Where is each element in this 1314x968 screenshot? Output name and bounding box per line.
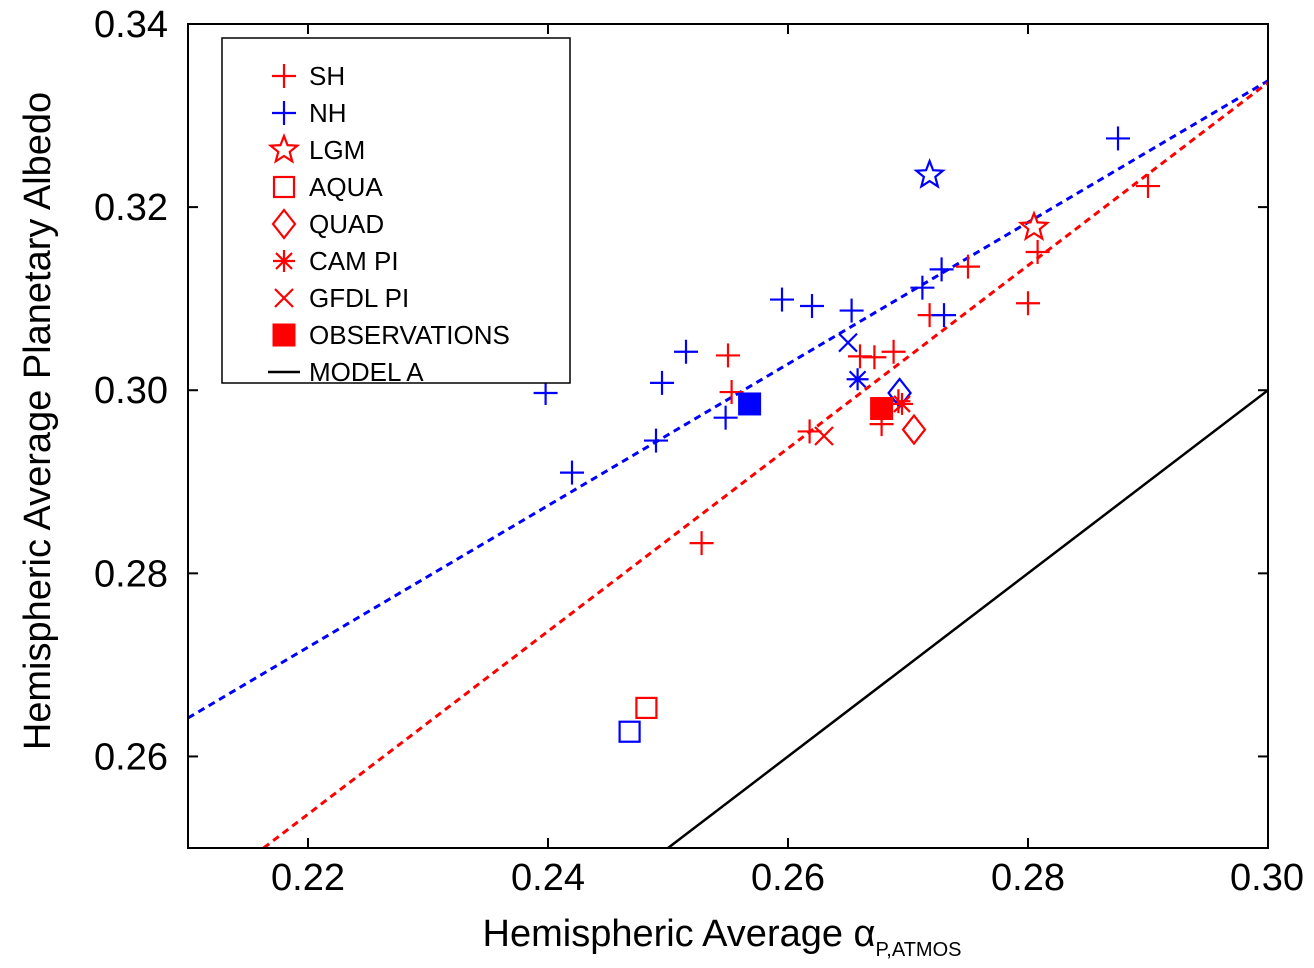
nh-point-5 [713,405,738,430]
aqua-point-1 [618,720,641,743]
x-tick-label: 0.24 [511,857,585,899]
x-tick-label: 0.22 [271,857,345,899]
y-tick-label: 0.28 [94,553,168,595]
observations-point-0 [870,397,894,421]
cam-pi-point-0 [891,392,913,415]
x-axis-label: Hemispheric Average αP,ATMOS [483,913,962,961]
legend-label-observations: OBSERVATIONS [309,320,510,350]
model-a-line [667,389,1268,848]
legend-marker-gfdl-pi [274,288,294,308]
sh-point-3 [797,419,822,444]
sh-point-5 [862,345,887,370]
plot-frame [187,23,1269,849]
nh-point-4 [674,339,698,364]
axis-ticks: 0.22 0.24 0.26 0.28 0.30 0.26 0.28 0.30 0.32 0.34 [94,4,1304,899]
nh-point-2 [644,428,668,453]
legend-marker-cam-pi [273,250,295,272]
y-tick-label: 0.32 [94,187,168,229]
nh-point-11 [932,303,956,328]
legend-marker-nh [272,101,296,125]
legend-marker-aqua [272,175,296,199]
y-axis-label: Hemispheric Average Planetary Albedo [17,92,59,750]
nh-point-6 [770,287,794,312]
gfdl-pi-point-1 [838,332,858,353]
legend-marker-sh [272,64,296,88]
legend-marker-quad [271,208,297,240]
nh-point-3 [650,370,674,395]
fit-line-sh [262,81,1268,848]
legend-label-quad: QUAD [309,209,384,239]
sh-point-2 [689,531,714,556]
sh-point-12 [1025,239,1050,264]
fit-lines [188,79,1268,848]
cam-pi-point-1 [846,368,869,391]
legend-label-gfdl-pi: GFDL PI [309,283,409,313]
data-points [533,126,1160,743]
nh-point-8 [839,298,864,323]
sh-point-11 [1016,291,1040,316]
legend-label-nh: NH [309,98,347,128]
legend-marker-lgm [267,132,301,164]
legend: SH NH LGM AQUA QUAD CAM PI GFDL PI OBSERVATIONS… [221,37,571,387]
observations-point-1 [738,392,762,416]
legend-label-model-a: MODEL A [309,357,424,387]
sh-point-10 [956,254,980,279]
legend-label-lgm: LGM [309,135,365,165]
x-tick-label: 0.30 [1230,857,1304,899]
x-tick-label: 0.26 [751,857,825,899]
lgm-point-0 [1017,210,1051,242]
fit-line-nh [188,79,1268,720]
sh-point-1 [719,380,744,405]
x-axis-label-subscript: P,ATMOS [876,939,962,961]
x-tick-label: 0.28 [991,857,1065,899]
nh-point-10 [929,257,954,282]
y-tick-label: 0.26 [94,736,168,778]
sh-point-6 [881,339,906,364]
sh-point-0 [716,343,740,368]
nh-point-9 [910,275,935,300]
gfdl-pi-point-0 [814,426,834,446]
aqua-point-0 [635,696,658,720]
nh-point-7 [800,293,824,318]
sh-point-13 [1136,174,1160,199]
legend-marker-observations [272,323,296,347]
nh-point-12 [1106,126,1130,151]
quad-point-0 [901,413,927,446]
legend-label-aqua: AQUA [309,172,383,202]
nh-point-0 [533,380,558,405]
y-tick-label: 0.34 [94,4,168,46]
legend-label-sh: SH [309,61,345,91]
legend-label-cam-pi: CAM PI [309,246,399,276]
lgm-point-1 [913,158,946,189]
x-axis-label-main: Hemispheric Average α [483,913,876,955]
nh-point-1 [560,460,584,485]
y-tick-label: 0.30 [94,370,168,412]
